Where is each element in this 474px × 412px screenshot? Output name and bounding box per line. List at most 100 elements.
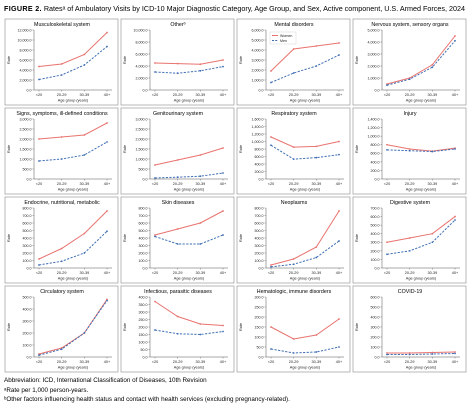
data-point-men bbox=[270, 81, 272, 84]
series-line-women bbox=[154, 301, 224, 326]
x-axis-label: Age group (years) bbox=[290, 277, 321, 281]
y-tick-label: 0.0 bbox=[259, 266, 264, 270]
y-tick-label: 1,000.0 bbox=[136, 157, 148, 161]
series-line-men bbox=[154, 329, 224, 336]
y-tick-label: 200.0 bbox=[371, 169, 380, 173]
y-axis-label: Rate bbox=[7, 234, 11, 242]
data-point-women bbox=[431, 351, 434, 354]
figure-label: FIGURE 2. bbox=[4, 4, 42, 13]
y-tick-label: 1,000.0 bbox=[252, 78, 264, 82]
y-tick-label: 0.0 bbox=[375, 355, 380, 359]
data-point-women bbox=[315, 246, 318, 248]
data-point-men bbox=[106, 299, 108, 302]
y-tick-label: 1,000.0 bbox=[368, 76, 380, 80]
x-axis-label: Age group (years) bbox=[174, 366, 205, 370]
data-point-women bbox=[270, 136, 272, 138]
data-point-men bbox=[38, 78, 40, 81]
x-tick-label: <20 bbox=[152, 271, 158, 275]
y-tick-label: 5,000.0 bbox=[252, 38, 264, 42]
panel-title: Respiratory system bbox=[271, 111, 317, 117]
x-tick-label: <20 bbox=[36, 271, 42, 275]
y-axis-label: Rate bbox=[239, 323, 243, 331]
series-line-men bbox=[270, 144, 340, 160]
x-axis-label: Age group (years) bbox=[174, 99, 205, 103]
data-point-women bbox=[60, 247, 63, 250]
data-point-men bbox=[176, 332, 179, 335]
data-point-men bbox=[386, 253, 388, 256]
x-tick-label: 30-39 bbox=[195, 182, 205, 186]
y-tick-label: 400.0 bbox=[139, 236, 148, 240]
x-tick-label: 30-39 bbox=[79, 182, 89, 186]
x-tick-label: 40+ bbox=[336, 182, 343, 186]
data-point-women bbox=[83, 232, 86, 235]
y-tick-label: 2,000.0 bbox=[136, 76, 148, 80]
x-tick-label: 30-39 bbox=[427, 360, 437, 364]
y-tick-label: 400.0 bbox=[371, 160, 380, 164]
y-tick-label: 250.0 bbox=[255, 305, 264, 309]
data-point-men bbox=[386, 148, 388, 151]
x-axis-label: Age group (years) bbox=[290, 99, 321, 103]
data-point-women bbox=[270, 326, 272, 328]
data-point-women bbox=[106, 122, 108, 124]
data-point-women bbox=[154, 62, 156, 64]
series-line-women bbox=[38, 210, 108, 260]
data-point-women bbox=[431, 232, 434, 235]
data-point-men bbox=[431, 241, 434, 244]
y-tick-label: 0.0 bbox=[143, 177, 148, 181]
data-point-men bbox=[176, 176, 179, 179]
x-tick-label: 30-39 bbox=[79, 360, 89, 364]
y-tick-label: 4,000.0 bbox=[20, 68, 32, 72]
chart-panel: Signs, symptoms, ill-defined conditions 0… bbox=[4, 107, 119, 195]
y-tick-label: 10,000.0 bbox=[134, 28, 148, 32]
x-tick-label: 30-39 bbox=[79, 271, 89, 275]
y-tick-label: 50.0 bbox=[257, 345, 264, 349]
y-tick-label: 0.0 bbox=[143, 88, 148, 92]
series-line-women bbox=[270, 210, 340, 266]
y-tick-label: 700.0 bbox=[23, 214, 32, 218]
y-tick-label: 1,200.0 bbox=[252, 132, 264, 136]
y-tick-label: 600.0 bbox=[255, 155, 264, 159]
data-point-women bbox=[83, 134, 86, 136]
data-point-men bbox=[60, 348, 63, 351]
y-tick-label: 200.0 bbox=[255, 251, 264, 255]
y-tick-label: 0.0 bbox=[143, 266, 148, 270]
y-tick-label: 300.0 bbox=[255, 244, 264, 248]
series-line-men bbox=[38, 230, 108, 266]
series-line-men bbox=[387, 353, 456, 355]
series-line-women bbox=[386, 144, 456, 152]
y-tick-label: 800.0 bbox=[23, 206, 32, 210]
y-tick-label: 400.0 bbox=[371, 315, 380, 319]
y-tick-label: 250.0 bbox=[139, 318, 148, 322]
y-tick-label: 2,000.0 bbox=[136, 137, 148, 141]
y-tick-label: 3,000.0 bbox=[20, 117, 32, 121]
x-tick-label: 40+ bbox=[336, 360, 343, 364]
data-point-men bbox=[408, 353, 411, 356]
x-axis-label: Age group (years) bbox=[406, 99, 437, 103]
y-tick-label: 0.0 bbox=[259, 177, 264, 181]
y-tick-label: 2,000.0 bbox=[20, 78, 32, 82]
y-tick-label: 2,000.0 bbox=[252, 68, 264, 72]
y-tick-label: 5,000.0 bbox=[368, 28, 380, 32]
y-tick-label: 1,400.0 bbox=[368, 117, 380, 121]
y-tick-label: 0.0 bbox=[375, 177, 380, 181]
x-tick-label: 40+ bbox=[104, 182, 111, 186]
panel-title: Nervous system, sensory organs bbox=[371, 22, 448, 28]
x-axis-label: Age group (years) bbox=[58, 99, 89, 103]
x-tick-label: 30-39 bbox=[195, 360, 205, 364]
x-tick-label: <20 bbox=[268, 360, 274, 364]
x-axis-label: Age group (years) bbox=[174, 277, 205, 281]
figure-title: FIGURE 2. Ratesᵃ of Ambulatory Visits by… bbox=[4, 3, 472, 15]
data-point-women bbox=[270, 70, 272, 72]
series-line-women bbox=[270, 136, 340, 148]
footnotes: Abbreviation: ICD, International Classif… bbox=[4, 376, 472, 405]
x-tick-label: 40+ bbox=[220, 360, 227, 364]
y-axis-label: Rate bbox=[7, 323, 11, 331]
y-tick-label: 500.0 bbox=[23, 229, 32, 233]
y-tick-label: 4,000.0 bbox=[368, 40, 380, 44]
data-point-women bbox=[199, 323, 202, 325]
panel-title: Skin diseases bbox=[162, 200, 195, 206]
data-point-women bbox=[408, 352, 411, 354]
y-tick-label: 2,500.0 bbox=[136, 127, 148, 131]
panel-title: Hematologic, immune disorders bbox=[257, 289, 332, 295]
y-tick-label: 800.0 bbox=[139, 206, 148, 210]
